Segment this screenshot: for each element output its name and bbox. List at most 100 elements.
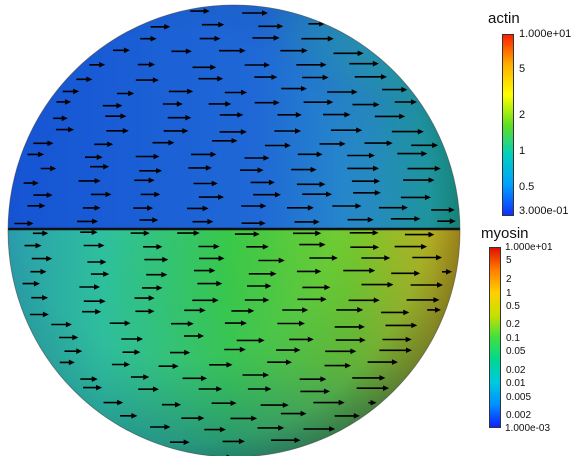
velocity-arrow-head xyxy=(339,141,346,147)
actin-legend-title: actin xyxy=(488,10,520,27)
velocity-arrow-head xyxy=(214,35,221,42)
velocity-arrow-head xyxy=(152,77,159,83)
velocity-arrow-head xyxy=(148,295,155,301)
velocity-arrow-head xyxy=(230,400,237,406)
velocity-arrow-head xyxy=(187,88,194,95)
velocity-arrow-head xyxy=(278,257,285,264)
velocity-arrow-head xyxy=(201,375,208,382)
velocity-arrow-head xyxy=(47,140,54,147)
velocity-arrow-head xyxy=(99,298,106,305)
velocity-arrow-head xyxy=(307,204,314,211)
velocity-arrow-head xyxy=(92,218,99,225)
velocity-arrow-head xyxy=(123,47,130,54)
velocity-arrow-head xyxy=(263,297,270,303)
velocity-arrow-head xyxy=(211,180,218,187)
velocity-arrow-head xyxy=(116,102,123,109)
velocity-arrow-head xyxy=(370,399,377,406)
velocity-arrow-head xyxy=(198,415,205,421)
velocity-arrow-head xyxy=(240,129,247,135)
velocity-arrow-head xyxy=(405,336,412,343)
actin-tick: 0.5 xyxy=(519,181,535,193)
velocity-arrow-head xyxy=(38,151,45,158)
velocity-arrow-head xyxy=(187,320,194,327)
velocity-arrow-head xyxy=(156,285,163,291)
velocity-arrow-head xyxy=(226,361,233,368)
velocity-arrow-head xyxy=(325,191,332,198)
velocity-arrow-head xyxy=(417,128,424,135)
velocity-arrow-head xyxy=(148,308,155,315)
velocity-arrow-head xyxy=(434,165,441,172)
velocity-arrow-head xyxy=(203,8,210,14)
velocity-arrow-head xyxy=(218,21,225,28)
velocity-arrow-head xyxy=(357,50,364,57)
velocity-arrow-head xyxy=(99,61,106,68)
velocity-arrow-head xyxy=(265,386,272,392)
velocity-arrow-head xyxy=(359,337,366,343)
velocity-arrow-head xyxy=(414,215,421,222)
velocity-arrow-head xyxy=(107,141,114,148)
velocity-arrow-head xyxy=(219,426,226,433)
velocity-arrow-head xyxy=(437,282,444,288)
velocity-arrow-head xyxy=(91,229,98,236)
velocity-arrow-head xyxy=(35,242,42,249)
velocity-arrow-head xyxy=(198,333,205,339)
velocity-arrow-head xyxy=(261,10,268,16)
velocity-arrow-head xyxy=(373,101,380,108)
velocity-arrow-head xyxy=(143,230,150,236)
velocity-arrow-head xyxy=(210,151,217,158)
velocity-arrow-head xyxy=(103,163,110,170)
velocity-arrow-head xyxy=(39,202,46,209)
velocity-arrow-head xyxy=(368,152,375,159)
velocity-arrow-head xyxy=(411,322,418,329)
myosin-tick: 1 xyxy=(506,288,512,299)
actin-colorbar xyxy=(502,34,514,216)
velocity-arrow-head xyxy=(231,137,238,144)
velocity-arrow-head xyxy=(384,255,391,261)
velocity-arrow-head xyxy=(225,101,232,107)
velocity-arrow-head xyxy=(94,205,101,211)
velocity-arrow-head xyxy=(351,89,358,95)
velocity-arrow-head xyxy=(344,111,351,118)
myosin-tick: 0.2 xyxy=(506,319,520,330)
velocity-arrow-head xyxy=(327,99,334,105)
velocity-arrow-head xyxy=(401,86,408,93)
velocity-arrow-head xyxy=(263,62,270,68)
velocity-arrow-head xyxy=(105,191,112,198)
velocity-arrow-head xyxy=(372,229,379,236)
velocity-arrow-head xyxy=(216,280,223,287)
velocity-arrow-head xyxy=(358,324,365,330)
velocity-arrow-head xyxy=(265,283,272,289)
velocity-arrow-head xyxy=(147,205,154,211)
velocity-arrow-head xyxy=(239,346,246,353)
velocity-arrow-head xyxy=(319,181,326,188)
velocity-arrow-head xyxy=(152,386,159,393)
velocity-arrow-head xyxy=(202,205,209,212)
velocity-arrow-head xyxy=(298,320,305,327)
velocity-arrow-head xyxy=(386,140,393,146)
velocity-arrow-head xyxy=(164,424,171,430)
velocity-arrow-head xyxy=(329,426,336,432)
velocity-arrow-head xyxy=(391,359,398,365)
velocity-arrow-head xyxy=(65,99,72,105)
velocity-arrow-head xyxy=(238,438,245,445)
velocity-arrow-head xyxy=(46,255,53,262)
actin-max-label: 1.000e+01 xyxy=(519,28,571,40)
velocity-arrow-head xyxy=(424,194,431,201)
velocity-arrow-head xyxy=(193,230,200,236)
velocity-arrow-head xyxy=(185,114,192,121)
velocity-arrow-head xyxy=(273,99,280,106)
velocity-arrow-head xyxy=(410,99,417,105)
velocity-arrow-head xyxy=(185,48,192,55)
velocity-arrow-head xyxy=(331,255,338,261)
velocity-arrow-head xyxy=(95,308,102,315)
velocity-arrow-head xyxy=(448,207,455,213)
velocity-arrow-head xyxy=(217,75,224,82)
velocity-arrow-head xyxy=(153,153,160,160)
velocity-arrow-head xyxy=(383,385,390,391)
velocity-arrow-head xyxy=(313,219,320,225)
velocity-arrow-head xyxy=(320,296,327,303)
velocity-arrow-head xyxy=(98,242,105,249)
velocity-arrow-head xyxy=(262,243,269,250)
velocity-arrow-head xyxy=(434,307,441,313)
velocity-arrow-head xyxy=(156,167,163,174)
